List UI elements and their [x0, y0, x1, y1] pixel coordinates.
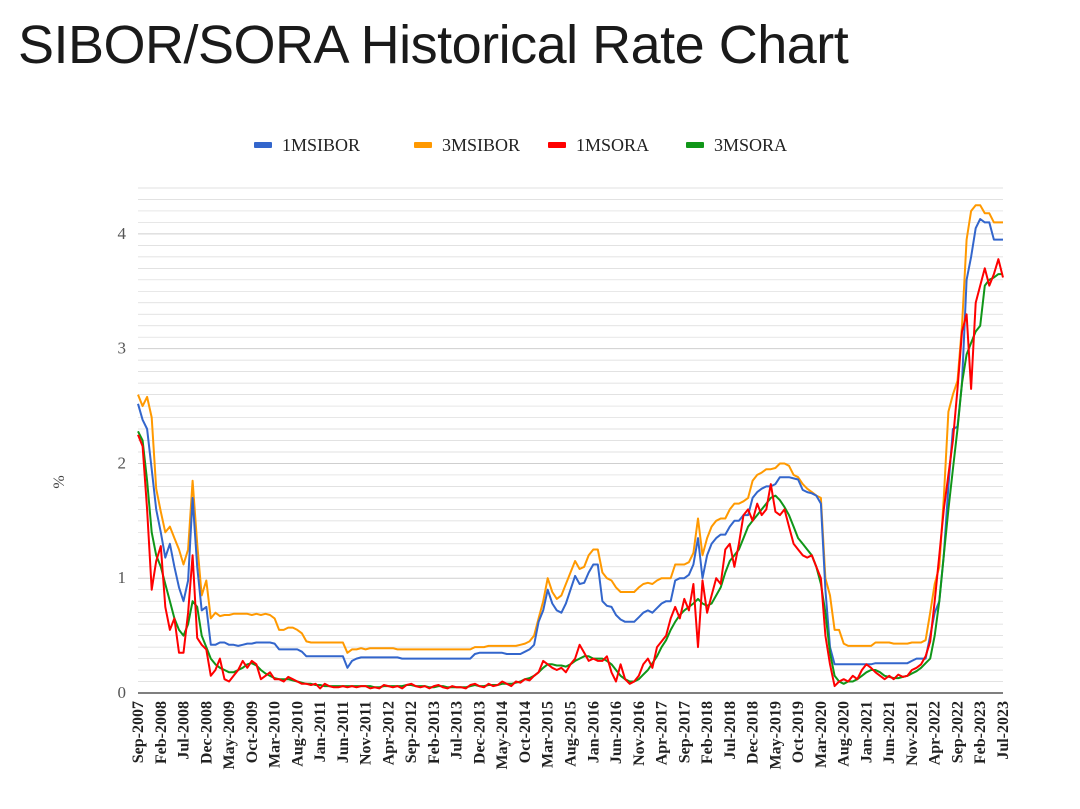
x-tick-label: Sep-2007: [130, 701, 147, 763]
series-line-3msora: [137, 273, 1003, 689]
legend-label: 1MSORA: [576, 135, 649, 155]
x-tick-label: Oct-2014: [517, 701, 534, 763]
x-tick-labels: Sep-2007 Feb-2008 Jul-2008 Dec-2008 May-2009…: [130, 701, 1012, 769]
x-tick-label: Dec-2018: [745, 701, 762, 764]
y-tick-label: 2: [118, 453, 127, 472]
y-tick-label: 4: [118, 224, 127, 243]
x-tick-label: Jul-2013: [449, 701, 466, 760]
page-title: SIBOR/SORA Historical Rate Chart: [18, 15, 849, 75]
legend-item-3msibor: 3MSIBOR: [414, 135, 520, 155]
y-tick-label: 3: [118, 339, 127, 358]
x-tick-label: Mar-2010: [267, 701, 284, 768]
x-tick-label: Aug-2020: [836, 701, 853, 767]
x-tick-label: Jun-2021: [881, 701, 898, 764]
x-tick-label: Aug-2010: [289, 701, 306, 767]
x-tick-label: May-2014: [494, 701, 511, 769]
legend-item-3msora: 3MSORA: [686, 135, 787, 155]
x-tick-label: Feb-2013: [426, 701, 443, 764]
x-tick-label: Jan-2011: [312, 701, 329, 762]
legend-swatch: [686, 142, 704, 148]
x-tick-label: Feb-2023: [972, 701, 989, 764]
legend-label: 1MSIBOR: [282, 135, 360, 155]
x-tick-label: Jul-2023: [995, 701, 1012, 760]
x-tick-label: Jun-2011: [335, 701, 352, 763]
x-tick-label: Mar-2020: [813, 701, 830, 768]
x-tick-label: May-2009: [221, 701, 238, 769]
x-tick-label: Mar-2015: [540, 701, 557, 768]
y-axis-label: %: [51, 475, 68, 488]
series-line-3msibor: [137, 204, 1003, 654]
chart-card: 0 1 2 3 4 Sep-2007 Feb-2008 Jul-2008 Dec-2008 Ma…: [18, 98, 1078, 804]
legend-swatch: [414, 142, 432, 148]
series-lines: [137, 204, 1004, 690]
legend: 1MSIBOR 3MSIBOR 1MSORA 3MSORA: [254, 135, 787, 155]
x-tick-label: Nov-2021: [904, 701, 921, 766]
legend-swatch: [254, 142, 272, 148]
x-tick-label: Apr-2017: [654, 701, 671, 765]
legend-item-1msibor: 1MSIBOR: [254, 135, 360, 155]
x-tick-label: Oct-2019: [790, 701, 807, 763]
x-tick-label: Apr-2022: [927, 701, 944, 765]
x-tick-label: Jul-2008: [176, 701, 193, 760]
line-chart: 0 1 2 3 4 Sep-2007 Feb-2008 Jul-2008 Dec-2008 Ma…: [51, 135, 1012, 769]
x-tick-label: Sep-2012: [403, 701, 420, 763]
x-tick-label: Feb-2018: [699, 701, 716, 764]
x-tick-label: Nov-2016: [631, 701, 648, 766]
x-tick-label: Sep-2022: [949, 701, 966, 763]
x-tick-label: Jan-2021: [858, 701, 875, 763]
legend-swatch: [548, 142, 566, 148]
x-tick-label: Sep-2017: [676, 701, 693, 763]
x-tick-label: Dec-2008: [198, 701, 215, 764]
legend-label: 3MSIBOR: [442, 135, 520, 155]
x-tick-label: Apr-2012: [380, 701, 397, 765]
y-tick-labels: 0 1 2 3 4: [118, 224, 127, 702]
legend-label: 3MSORA: [714, 135, 787, 155]
y-tick-label: 0: [118, 683, 127, 702]
gridlines: [138, 187, 1003, 682]
series-line-1msibor: [137, 218, 1003, 669]
x-tick-label: Dec-2013: [471, 701, 488, 764]
y-tick-label: 1: [118, 568, 127, 587]
x-tick-label: Jan-2016: [585, 701, 602, 763]
x-tick-label: May-2019: [767, 701, 784, 769]
x-tick-label: Aug-2015: [563, 701, 580, 767]
x-tick-label: Nov-2011: [358, 701, 375, 765]
x-tick-label: Oct-2009: [244, 701, 261, 763]
x-tick-label: Jun-2016: [608, 701, 625, 764]
legend-item-1msora: 1MSORA: [548, 135, 649, 155]
series-line-1msora: [137, 258, 1004, 690]
x-tick-label: Feb-2008: [153, 701, 170, 764]
x-tick-label: Jul-2018: [722, 701, 739, 760]
